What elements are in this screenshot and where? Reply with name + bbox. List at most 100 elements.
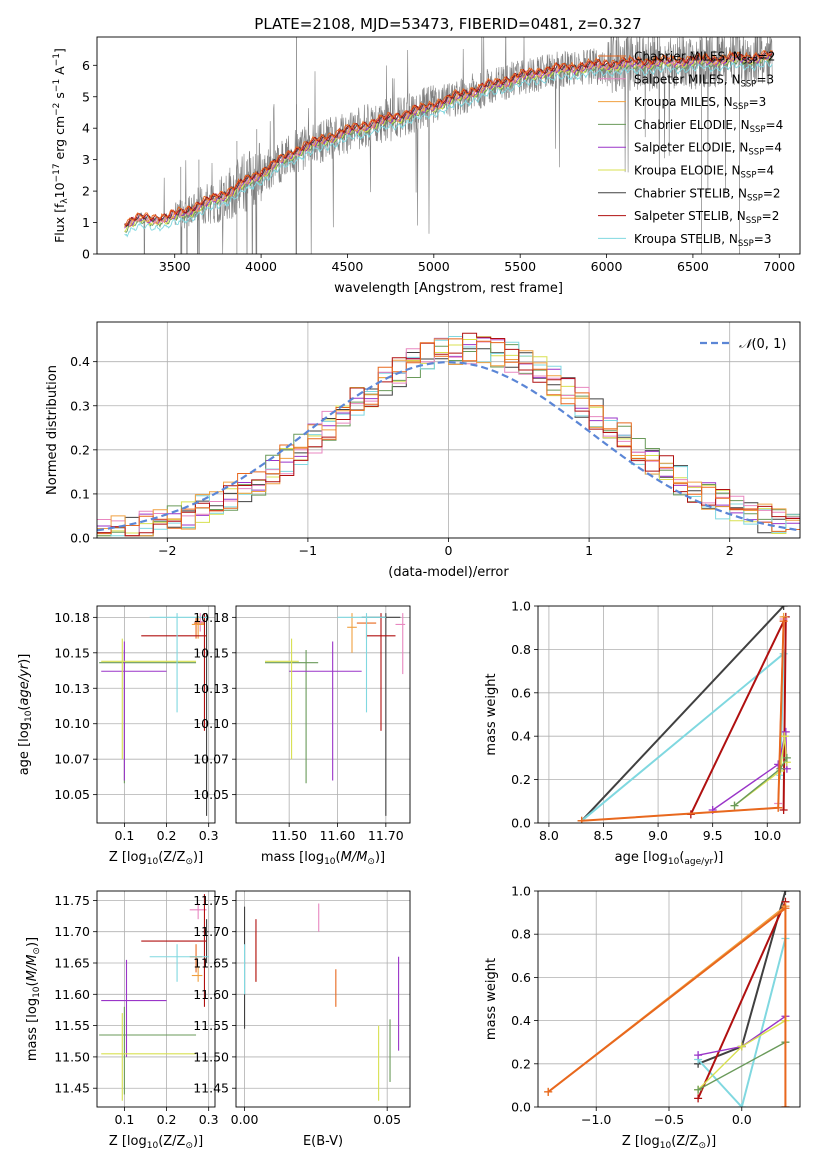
model-spectrum-kroupa_miles <box>124 52 773 228</box>
x-tick-label: 4000 <box>245 259 277 274</box>
y-tick-label: 11.50 <box>193 1049 229 1064</box>
weight-marker <box>780 732 789 741</box>
axes-spectrum: 3500 4000 4500 5000 5500 6000 6500 7000 0 1 2 3 4 5 6 w… <box>52 36 801 296</box>
weight-marker <box>694 1094 703 1103</box>
errorbar-kroupa_elodie <box>265 638 299 760</box>
y-tick-label: 11.60 <box>193 987 229 1002</box>
errorbar-salpeter_stelib <box>366 613 396 731</box>
y-tick-label: 0.3 <box>70 398 90 413</box>
errorbar-kroupa_miles <box>191 615 205 639</box>
y-tick-label: 0.6 <box>511 970 531 985</box>
y-tick-label: 1 <box>82 215 90 230</box>
x-axis-label: Z [log10(Z/Z⊙)] <box>109 1134 203 1151</box>
x-tick-label: −0.5 <box>654 1112 684 1127</box>
legend-entry: Salpeter ELODIE, NSSP=4 <box>634 141 782 158</box>
svg-text:mass weight: mass weight <box>484 958 499 1040</box>
y-tick-label: 0.0 <box>511 1100 531 1115</box>
y-tick-label: 0.4 <box>70 354 90 369</box>
x-tick-label: −2 <box>158 543 176 558</box>
x-tick-label: 11.50 <box>271 828 307 843</box>
x-tick-label: 1 <box>585 543 593 558</box>
x-tick-label: 7000 <box>763 259 795 274</box>
y-tick-label: 10.05 <box>54 787 90 802</box>
x-axis-label: Z [log10(Z/Z⊙)] <box>622 1134 716 1151</box>
legend-entry: 𝒩(0, 1) <box>739 337 786 352</box>
y-tick-label: 10.07 <box>54 752 90 767</box>
y-tick-label: 10.10 <box>193 716 229 731</box>
y-tick-label: 0.8 <box>511 927 531 942</box>
weight-marker <box>737 1103 746 1107</box>
y-tick-label: 1.0 <box>511 884 531 899</box>
y-tick-label: 6 <box>82 58 90 73</box>
y-tick-label: 0.0 <box>70 531 90 546</box>
x-tick-label: 4500 <box>332 259 364 274</box>
x-tick-label: 5500 <box>504 259 536 274</box>
x-tick-label: 10.0 <box>753 828 781 843</box>
legend-entry: Chabrier STELIB, NSSP=2 <box>634 186 781 203</box>
plot-area-weight-vs-age <box>538 606 800 823</box>
y-tick-label: 11.55 <box>54 1018 90 1033</box>
errorbar-kroupa_elodie <box>101 638 197 760</box>
y-tick-label: 10.15 <box>193 645 229 660</box>
x-tick-label: −1 <box>299 543 317 558</box>
axes-weight-vs-Z: −1.0 −0.5 0.0 0.0 0.2 0.4 0.6 0.8 1.0 Z [log10(Z/… <box>484 884 801 1151</box>
weight-line-chabrier_stelib <box>580 606 785 822</box>
y-tick-label: 11.45 <box>193 1081 229 1096</box>
x-tick-label: 0.2 <box>157 1112 177 1127</box>
weight-marker <box>694 1085 703 1094</box>
y-tick-label: 10.15 <box>54 645 90 660</box>
axes-weight-vs-age: 8.0 8.5 9.0 9.5 10.0 0.0 0.2 0.4 0.6 0.8 1.0 age [l… <box>484 599 801 867</box>
y-tick-label: 4 <box>82 121 90 136</box>
model-spectrum-chabrier_miles <box>124 49 773 227</box>
axes-frame <box>537 890 801 1108</box>
y-tick-label: 11.50 <box>54 1049 90 1064</box>
y-tick-label: 11.75 <box>54 893 90 908</box>
x-tick-label: 0.0 <box>732 1112 752 1127</box>
axes-mass-vs-EBV: 0.00 0.05 11.45 11.50 11.55 11.60 11.65 11.70 11… <box>193 890 411 1149</box>
x-axis-label: wavelength [Angstrom, rest frame] <box>334 281 563 296</box>
x-tick-label: 9.0 <box>648 828 668 843</box>
axes-frame <box>235 890 411 1108</box>
model-spectrum-chabrier_stelib <box>124 50 773 228</box>
legend-entry: Kroupa ELODIE, NSSP=4 <box>634 164 774 181</box>
errorbar-salpeter_elodie <box>289 641 362 781</box>
weight-marker <box>774 803 783 812</box>
plot-area-mass-vs-EBV <box>236 891 410 1107</box>
y-tick-label: 10.18 <box>54 610 90 625</box>
y-tick-label: 3 <box>82 152 90 167</box>
weight-marker <box>781 1103 790 1107</box>
y-tick-label: 1.0 <box>511 599 531 614</box>
x-tick-label: 0 <box>445 543 453 558</box>
y-tick-label: 2 <box>82 184 90 199</box>
plot-area-age-vs-Z <box>97 606 215 823</box>
y-tick-label: 0 <box>82 247 90 262</box>
x-axis-label: age [log10(age/yr)] <box>615 850 724 867</box>
errorbar-chabrier_elodie <box>99 1006 197 1095</box>
normal-curve <box>97 360 798 532</box>
y-tick-label: 11.70 <box>193 924 229 939</box>
errorbar-salpeter_miles <box>196 613 205 632</box>
svg-text:age [log10(age/yr)]: age [log10(age/yr)] <box>17 654 34 776</box>
plot-area-weight-vs-Z <box>538 891 800 1107</box>
y-axis-label: Normed distribution <box>45 365 60 495</box>
y-tick-label: 0.0 <box>511 816 531 831</box>
x-tick-label: 5000 <box>418 259 450 274</box>
y-tick-label: 11.75 <box>193 893 229 908</box>
histogram-chabrier_miles <box>97 338 800 535</box>
weight-marker <box>782 753 791 762</box>
x-tick-label: 0.2 <box>157 828 177 843</box>
errorbar-kroupa_stelib <box>149 944 209 982</box>
weight-marker <box>781 904 790 913</box>
y-tick-label: 10.07 <box>193 752 229 767</box>
errorbar-kroupa_stelib <box>337 613 386 713</box>
x-axis-label: mass [log10(M/M⊙)] <box>261 850 385 867</box>
x-axis-label: (data-model)/error <box>388 565 509 580</box>
legend-entry: Chabrier ELODIE, NSSP=4 <box>634 118 783 135</box>
errorbar-chabrier_stelib <box>204 613 209 816</box>
model-spectrum-kroupa_stelib <box>124 60 773 238</box>
axes-age-vs-Z: 0.1 0.2 0.3 10.05 10.07 10.10 10.13 10.15 10.18 Z… <box>17 605 219 867</box>
legend-residuals: 𝒩(0, 1) <box>700 337 786 352</box>
y-tick-label: 5 <box>82 89 90 104</box>
y-tick-label: 10.05 <box>193 787 229 802</box>
y-tick-label: 0.8 <box>511 642 531 657</box>
